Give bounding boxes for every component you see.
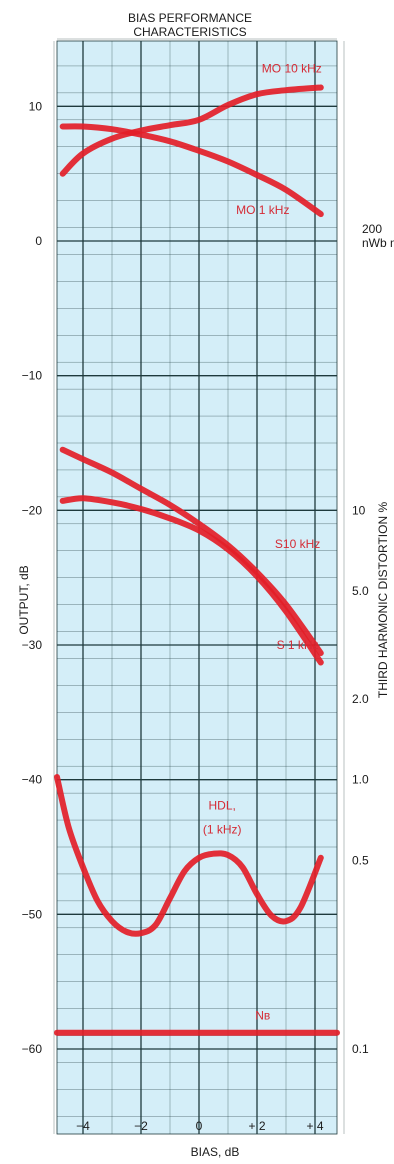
y2-tick-label: 5.0 <box>352 584 369 598</box>
x-tick-labels: −4 −2 0 + 2 + 4 <box>76 1119 324 1133</box>
data-curves <box>54 84 340 1036</box>
y-axis-label: OUTPUT, dB <box>17 565 31 634</box>
series-label-5-2: (1 kHz) <box>203 822 242 836</box>
x-tick-label: −4 <box>76 1119 90 1133</box>
reference-label-line-2: nWb m <box>362 236 394 250</box>
y-tick-label: −50 <box>22 907 43 921</box>
series-line-1 <box>59 84 324 177</box>
series-line-5 <box>54 774 324 937</box>
plot-area <box>57 41 337 1134</box>
y2-tick-label: 10 <box>352 503 366 517</box>
y-tick-label: −20 <box>22 503 43 517</box>
series-label-2: MO 1 kHz <box>236 203 289 217</box>
x-axis-label: BIAS, dB <box>191 1145 240 1159</box>
curve-labels: MO 10 kHz MO 1 kHz S10 kHz S 1 kHz HDL, (1 kH… <box>203 62 322 1023</box>
series-label-5: HDL, <box>209 798 236 812</box>
y-tick-labels: 10 0 −10 −20 −30 −40 −50 −60 <box>22 99 43 1056</box>
y-tick-label: −40 <box>22 773 43 787</box>
series-label-4: S 1 kHz <box>277 638 319 652</box>
y-tick-label: −10 <box>22 369 43 383</box>
y-tick-label: −30 <box>22 638 43 652</box>
series-line-3 <box>59 446 324 657</box>
chart-title-line-2: CHARACTERISTICS <box>133 25 246 39</box>
plot-border <box>56 40 338 1135</box>
reference-label-line-1: 200 <box>362 222 382 236</box>
series-line-2 <box>59 123 324 218</box>
x-tick-label: + 2 <box>248 1119 265 1133</box>
y2-tick-labels: 10 5.0 2.0 1.0 0.5 0.1 <box>352 503 369 1056</box>
x-tick-label: −2 <box>134 1119 148 1133</box>
y-tick-label: 10 <box>29 99 43 113</box>
y-tick-label: 0 <box>35 234 42 248</box>
y2-tick-label: 0.1 <box>352 1042 369 1056</box>
y2-tick-label: 0.5 <box>352 853 369 867</box>
y2-axis-label: THIRD HARMONIC DISTORTION % <box>376 502 390 699</box>
series-label-3: S10 kHz <box>275 537 320 551</box>
series-line-4 <box>59 495 324 666</box>
x-tick-label: 0 <box>196 1119 203 1133</box>
x-tick-label: + 4 <box>306 1119 323 1133</box>
chart-title-line-1: BIAS PERFORMANCE <box>128 11 252 25</box>
y-tick-label: −60 <box>22 1042 43 1056</box>
y2-tick-label: 1.0 <box>352 773 369 787</box>
series-label-1: MO 10 kHz <box>262 62 322 76</box>
y2-tick-label: 2.0 <box>352 692 369 706</box>
series-label-6: Nʙ <box>255 1008 270 1022</box>
